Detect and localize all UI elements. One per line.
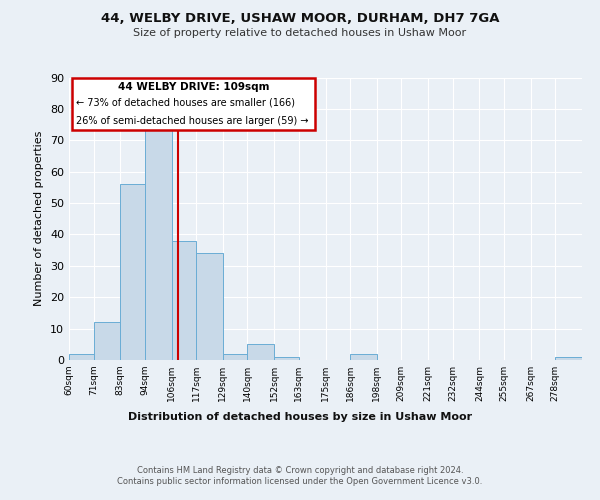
Bar [247,344,274,360]
Bar [69,354,94,360]
Text: ← 73% of detached houses are smaller (166): ← 73% of detached houses are smaller (16… [76,98,295,108]
Bar [172,240,196,360]
Text: 44 WELBY DRIVE: 109sqm: 44 WELBY DRIVE: 109sqm [118,82,269,92]
Text: Size of property relative to detached houses in Ushaw Moor: Size of property relative to detached ho… [133,28,467,38]
Bar [223,354,247,360]
Bar [274,357,299,360]
Bar [196,254,223,360]
Bar [350,354,377,360]
Bar [94,322,120,360]
Text: Distribution of detached houses by size in Ushaw Moor: Distribution of detached houses by size … [128,412,472,422]
Bar [145,124,172,360]
Y-axis label: Number of detached properties: Number of detached properties [34,131,44,306]
FancyBboxPatch shape [71,78,315,130]
Text: 26% of semi-detached houses are larger (59) →: 26% of semi-detached houses are larger (… [76,116,308,126]
Text: 44, WELBY DRIVE, USHAW MOOR, DURHAM, DH7 7GA: 44, WELBY DRIVE, USHAW MOOR, DURHAM, DH7… [101,12,499,26]
Bar [121,184,145,360]
Text: Contains HM Land Registry data © Crown copyright and database right 2024.: Contains HM Land Registry data © Crown c… [137,466,463,475]
Text: Contains public sector information licensed under the Open Government Licence v3: Contains public sector information licen… [118,478,482,486]
Bar [555,357,582,360]
